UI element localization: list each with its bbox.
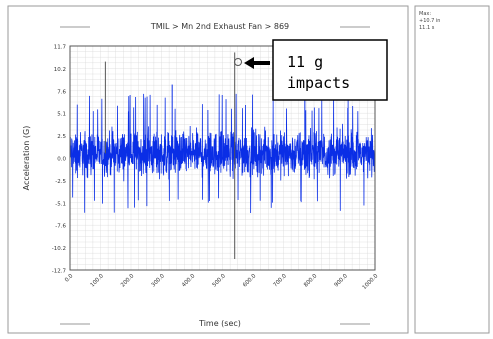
y-tick-label: 0.0 [57,157,66,163]
side-panel-line-3: 11.1 s [419,25,435,31]
x-axis-label: Time (sec) [198,319,241,328]
y-tick-labels: 11.7 10.2 7.6 5.1 2.5 0.0 -2.5 -5.1 -7.6 -10.2 -12… [52,45,67,275]
y-tick-label: 10.2 [54,67,66,73]
side-panel-line-2: +10.7 in [419,18,440,24]
impact-marker [234,58,242,66]
main-panel-border [7,5,409,334]
y-tick-label: -5.1 [55,201,66,207]
annotation-text-line1: 11 g [287,53,323,71]
side-panel-border [414,5,490,334]
y-tick-label: 11.7 [54,45,67,51]
annotation-text-line2: impacts [287,74,350,92]
x-tick-label: 0.0 [64,273,75,284]
chart-title: TMIL > Mn 2nd Exhaust Fan > 869 [150,22,289,31]
y-tick-label: -7.6 [55,224,66,230]
y-tick-label: 2.5 [57,134,66,140]
y-tick-label: -12.7 [52,269,67,275]
annotation-arrow-icon [244,57,270,69]
annotation-box [272,39,388,101]
y-tick-label: 5.1 [57,112,66,118]
y-tick-label: 7.6 [57,89,66,95]
y-axis-label: Acceleration (G) [22,126,31,191]
series-layer [69,52,376,259]
y-tick-label: -2.5 [55,179,66,185]
side-panel-line-1: Max: [419,11,431,17]
signal-line [69,93,376,214]
plot-area-border [69,45,376,271]
y-tick-label: -10.2 [52,246,66,252]
